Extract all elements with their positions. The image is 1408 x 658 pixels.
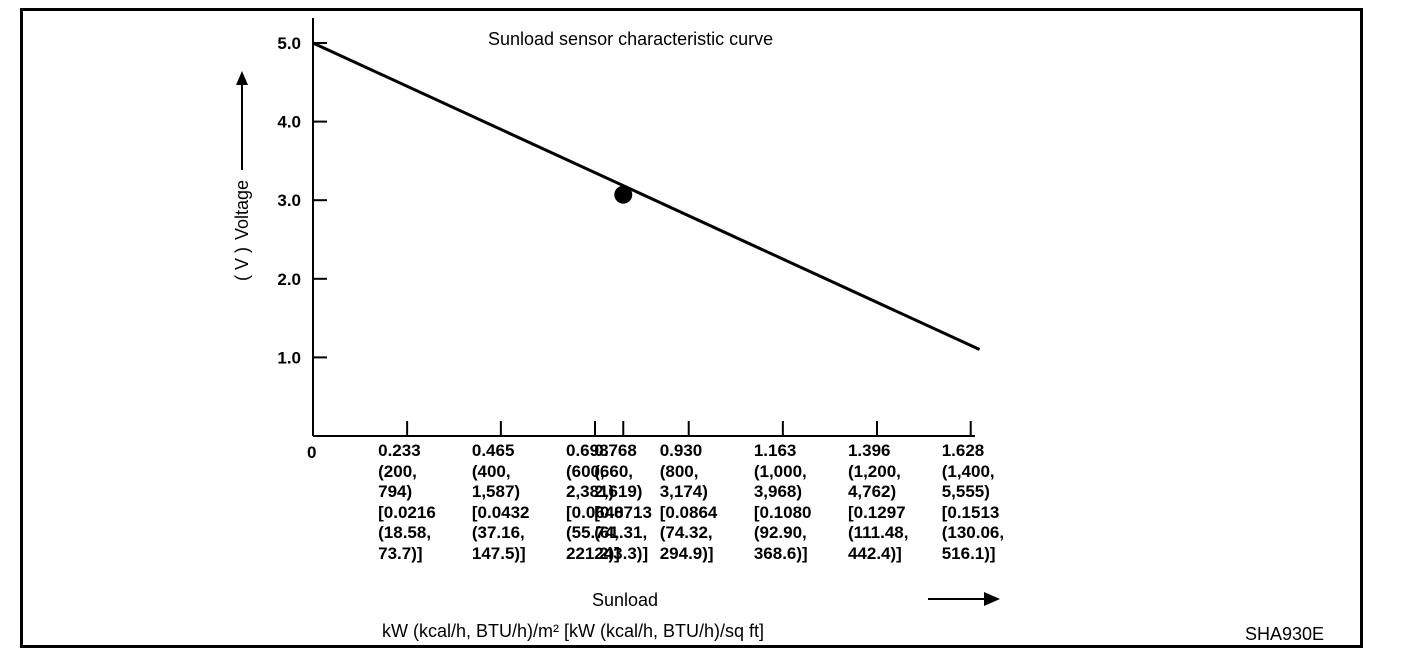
- x-tick-label-line: 2,619): [594, 482, 643, 501]
- x-tick-label: 1.396 (1,200, 4,762) [0.1297 (111.48, 442.4)]: [848, 441, 909, 564]
- x-tick-label-line: (1,000,: [753, 461, 807, 481]
- x-tick-label: 1.628 (1,400, 5,555) [0.1513 (130.06, 516.1)]: [942, 441, 1004, 564]
- y-axis-label-group: ( V ) Voltage: [232, 71, 252, 281]
- x-axis-units: kW (kcal/h, BTU/h)/m² [kW (kcal/h, BTU/h…: [382, 621, 764, 641]
- x-axis-label-arrow-head: [984, 592, 1000, 606]
- x-tick-label-line: 1,587): [471, 482, 521, 501]
- x-tick-label-line: (111.48,: [847, 523, 909, 542]
- y-tick-label: 3.0: [277, 191, 301, 210]
- x-tick-label-line: (92.90,: [753, 523, 807, 542]
- highlight-point: [614, 185, 633, 204]
- x-tick-label-line: [0.1297: [847, 502, 906, 522]
- x-tick-label-line: (130.06,: [941, 523, 1005, 542]
- x-tick-label-line: 294.9)]: [659, 543, 714, 563]
- figure-code: SHA930E: [1245, 624, 1324, 644]
- x-tick-label-line: 442.4)]: [847, 543, 902, 563]
- axes: [312, 18, 975, 437]
- x-tick-label-line: (600,: [565, 461, 605, 481]
- y-tick-label: 5.0: [277, 34, 301, 53]
- x-tick-label-line: (37.16,: [471, 523, 525, 542]
- x-tick-label-line: (55.74,: [565, 523, 619, 542]
- x-tick-label-line: 0.233: [378, 441, 421, 460]
- x-tick-label-line: (18.58,: [378, 523, 432, 542]
- x-tick-label-line: 147.5)]: [471, 543, 526, 563]
- chart-title: Sunload sensor characteristic curve: [488, 29, 773, 49]
- x-origin-label: 0: [307, 443, 316, 462]
- x-tick-label-line: 221.2)]: [565, 543, 620, 563]
- x-tick-label-line: 516.1)]: [941, 543, 996, 563]
- y-axis-label-arrow-head: [236, 71, 248, 85]
- x-tick-label-line: 5,555): [941, 482, 990, 501]
- x-tick-label-line: [0.0432: [471, 502, 530, 522]
- x-tick-label-line: 368.6)]: [753, 543, 808, 563]
- x-axis-label: Sunload: [592, 590, 658, 610]
- x-tick-label-line: (660,: [594, 461, 634, 481]
- x-tick-label-line: (1,200,: [847, 461, 901, 481]
- x-tick-label-line: 1.628: [941, 441, 985, 460]
- x-tick-label-line: 1.396: [847, 441, 891, 460]
- x-tick-label-line: [0.0648: [565, 502, 624, 522]
- x-tick-label: 0.233 (200, 794) [0.0216 (18.58, 73.7)]: [378, 441, 436, 564]
- series-line: [312, 41, 981, 351]
- x-tick-label-line: 73.7)]: [378, 543, 423, 563]
- x-tick-label-line: 0.698: [565, 441, 609, 460]
- x-tick-label-line: [0.0864: [659, 502, 718, 522]
- x-tick-label: 0.930 (800, 3,174) [0.0864 (74.32, 294.9)]: [660, 441, 718, 564]
- x-tick-label-line: (74.32,: [659, 523, 713, 542]
- x-tick-label-line: (61.31,: [594, 523, 648, 542]
- x-tick-label-line: 794): [378, 482, 413, 501]
- y-tick-label: 1.0: [277, 348, 301, 367]
- x-tick-label-line: 3,968): [753, 482, 803, 501]
- x-tick-label-line: (200,: [378, 461, 417, 481]
- y-tick-label: 4.0: [277, 113, 301, 132]
- x-tick-label-line: 2,381): [565, 482, 615, 501]
- x-tick-label-line: (400,: [471, 461, 511, 481]
- x-tick-label-line: 0.768: [594, 441, 637, 460]
- y-tick-label: 2.0: [277, 270, 301, 289]
- x-tick-label-line: 3,174): [659, 482, 708, 501]
- x-tick-label-line: (1,400,: [941, 461, 995, 481]
- y-axis-label: Voltage: [232, 180, 252, 240]
- x-tick-label-line: 0.930: [659, 441, 703, 460]
- x-tick-label: 0.698 (600, 2,381) [0.0648 (55.74, 221.2)]: [566, 441, 624, 564]
- x-tick-label-line: 1.163: [753, 441, 797, 460]
- figure-frame: [20, 8, 1363, 648]
- x-tick-label-line: [0.0216: [378, 502, 436, 522]
- x-tick-label: 1.163 (1,000, 3,968) [0.1080 (92.90, 368.6)]: [754, 441, 812, 564]
- x-tick-label-line: [0.1080: [753, 502, 812, 522]
- x-tick-label-line: 4,762): [847, 482, 897, 501]
- y-axis-unit: ( V ): [232, 247, 252, 281]
- x-tick-label-line: (800,: [659, 461, 699, 481]
- x-tick-label: 0.465 (400, 1,587) [0.0432 (37.16, 147.5)]: [472, 441, 530, 564]
- x-tick-label-line: 0.465: [471, 441, 515, 460]
- x-tick-label-line: [0.0713: [594, 502, 652, 522]
- x-tick-label-line: [0.1513: [941, 502, 1000, 522]
- x-tick-label: 0.768 (660, 2,619) [0.0713 (61.31, 243.3)]: [594, 441, 652, 564]
- x-tick-label-line: 243.3)]: [594, 543, 649, 563]
